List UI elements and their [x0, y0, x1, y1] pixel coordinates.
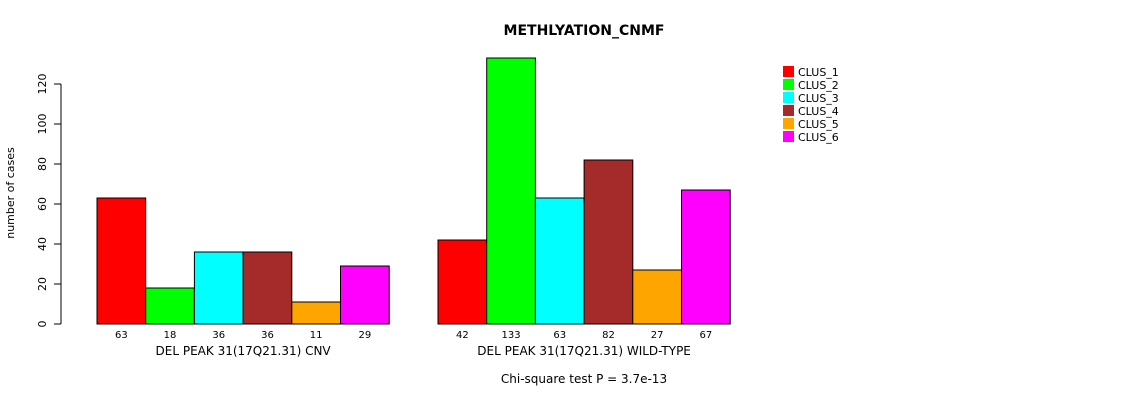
y-axis-label: number of cases [4, 147, 17, 239]
y-tick-label: 20 [36, 277, 49, 291]
bar-clus-4 [583, 159, 634, 325]
bar-clus-1 [437, 239, 488, 325]
bar-count-label: 36 [261, 330, 274, 341]
chart-title: METHLYATION_CNMF [504, 23, 665, 39]
legend-swatch [783, 131, 794, 142]
bar-clus-3 [193, 251, 244, 325]
y-axis: 0 20 40 60 80 100 120 [36, 74, 62, 328]
bar-count-label: 36 [212, 330, 225, 341]
y-tick-label: 60 [36, 197, 49, 211]
bar-count-label: 42 [456, 330, 469, 341]
bar-count-label: 18 [164, 330, 177, 341]
bar-group: 63 18 36 36 11 29 DEL PEAK 31(17Q21.31) CNV [96, 197, 390, 358]
y-tick-label: 100 [36, 114, 49, 135]
bar-count-label: 63 [115, 330, 128, 341]
bar-count-label: 63 [553, 330, 566, 341]
bar-count-label: 29 [358, 330, 371, 341]
legend-swatch [783, 79, 794, 90]
bar-clus-4 [242, 251, 293, 325]
legend-label: CLUS_1 [798, 66, 839, 79]
bar-count-label: 11 [310, 330, 323, 341]
chi-square-footnote: Chi-square test P = 3.7e-13 [501, 372, 667, 386]
bar-clus-2 [486, 57, 536, 325]
legend-swatch [783, 118, 794, 129]
bar-count-label: 67 [699, 330, 712, 341]
group-label: DEL PEAK 31(17Q21.31) CNV [156, 344, 332, 358]
legend-label: CLUS_5 [798, 118, 839, 131]
bar-clus-5 [632, 269, 682, 325]
legend-label: CLUS_3 [798, 92, 839, 105]
legend-label: CLUS_6 [798, 131, 839, 144]
bar-count-label: 27 [651, 330, 664, 341]
bar-count-label: 82 [602, 330, 615, 341]
bar-count-label: 133 [502, 330, 521, 341]
bar-clus-6 [340, 265, 390, 325]
y-tick-label: 0 [36, 321, 49, 328]
bar-clus-2 [145, 287, 195, 325]
bar-clus-6 [681, 189, 731, 325]
group-label: DEL PEAK 31(17Q21.31) WILD-TYPE [477, 344, 691, 358]
bar-group: 42 133 63 82 27 67 DEL PEAK 31(17Q21.31) WILD-… [437, 57, 731, 358]
legend-swatch [783, 92, 794, 103]
legend-label: CLUS_4 [798, 105, 839, 118]
y-tick-label: 40 [36, 237, 49, 251]
legend-swatch [783, 105, 794, 116]
bar-clus-3 [534, 197, 585, 325]
legend-swatch [783, 66, 794, 77]
legend-label: CLUS_2 [798, 79, 839, 92]
bar-clus-5 [291, 301, 341, 325]
bar-clus-1 [96, 197, 147, 325]
y-tick-label: 120 [36, 74, 49, 95]
y-tick-label: 80 [36, 157, 49, 171]
bar-groups: 63 18 36 36 11 29 DEL PEAK 31(17Q21.31) CNV 42 1… [96, 57, 731, 358]
